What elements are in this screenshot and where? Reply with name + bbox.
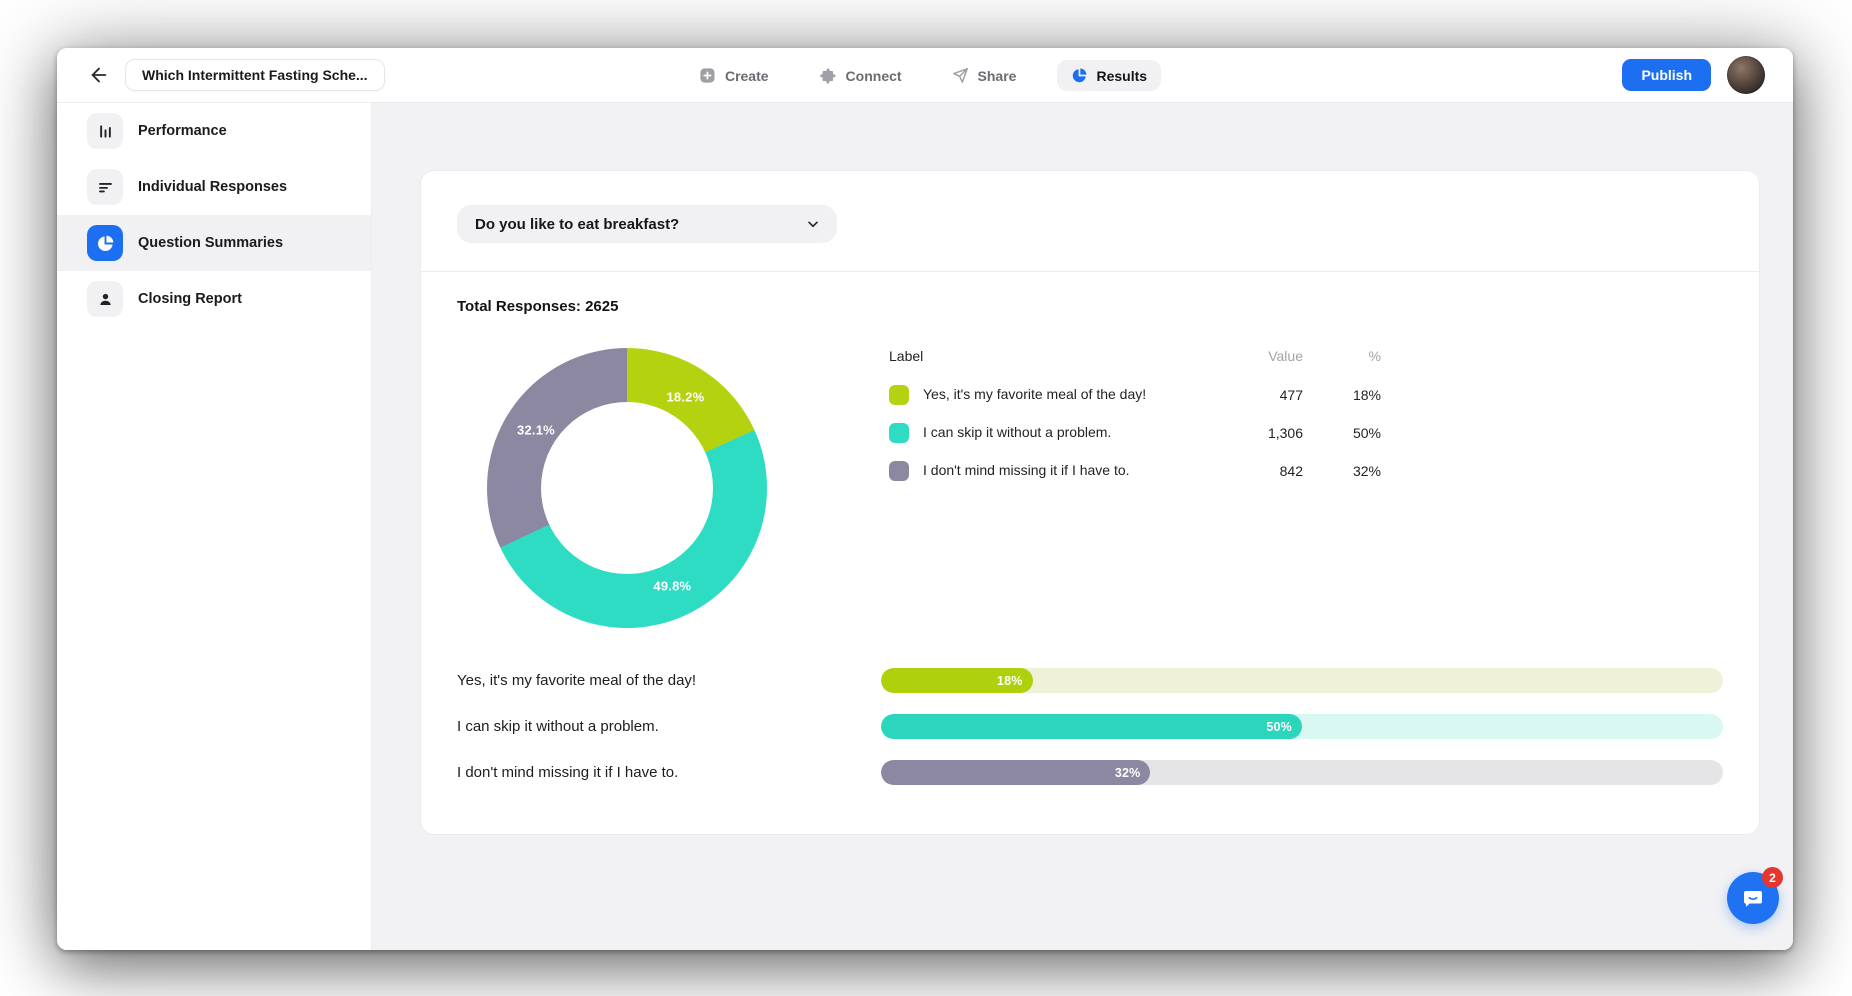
bar-row: I don't mind missing it if I have to. 32… [457, 760, 1723, 785]
notification-badge: 2 [1762, 867, 1783, 888]
legend-row: I can skip it without a problem. 1,306 5… [889, 414, 1381, 452]
chat-bubble-icon [1744, 890, 1762, 907]
main-area: Do you like to eat breakfast? Total Resp… [372, 103, 1793, 950]
tab-connect-label: Connect [845, 67, 902, 84]
legend-table: Label Value % Yes, it's my favorite meal… [889, 341, 1381, 628]
legend-pct: 18% [1352, 386, 1381, 403]
bar-category: Yes, it's my favorite meal of the day! [457, 672, 697, 689]
bar-category: I don't mind missing it if I have to. [457, 764, 679, 781]
sidebar-item-closing-report[interactable]: Closing Report [57, 271, 371, 327]
legend-pct: 32% [1352, 462, 1381, 479]
sidebar-item-label: Performance [138, 123, 227, 139]
tab-share-label: Share [977, 67, 1017, 84]
back-button[interactable] [85, 61, 113, 89]
bar-row: I can skip it without a problem. 50% [457, 714, 1723, 739]
legend-label: Yes, it's my favorite meal of the day! [923, 386, 1147, 403]
sidebar-item-individual-responses[interactable]: Individual Responses [57, 159, 371, 215]
legend-pct: 50% [1352, 424, 1381, 441]
bar-value-label: 50% [1266, 719, 1292, 734]
puzzle-icon [819, 67, 837, 85]
summary-card: Do you like to eat breakfast? Total Resp… [420, 170, 1760, 835]
sidebar-item-label: Individual Responses [138, 179, 288, 195]
chat-launcher-button[interactable]: 2 [1727, 867, 1783, 924]
donut-wrap: 18.2% 49.8% 32.1% [487, 348, 767, 628]
bar-track: 32% [881, 760, 1723, 785]
bar-category: I can skip it without a problem. [457, 718, 659, 735]
legend-label: I can skip it without a problem. [923, 424, 1112, 441]
question-select-value: Do you like to eat breakfast? [475, 215, 680, 233]
chart-row: 18.2% 49.8% 32.1% Label Value % Yes, it's … [457, 348, 1723, 628]
tab-create-label: Create [724, 67, 769, 84]
donut-slice-label: 49.8% [653, 578, 692, 594]
donut-slice-label: 32.1% [517, 422, 555, 438]
bar-chart-icon [87, 113, 123, 149]
sidebar-item-label: Closing Report [138, 291, 242, 307]
top-bar: Which Intermittent Fasting Sche... Creat… [57, 48, 1793, 103]
app-window: Which Intermittent Fasting Sche... Creat… [57, 48, 1793, 950]
list-lines-icon [87, 169, 123, 205]
legend-header-label: Label [889, 348, 924, 364]
paper-plane-icon [952, 67, 969, 84]
sidebar-item-label: Question Summaries [138, 235, 284, 251]
legend-swatch [889, 422, 909, 443]
bar-value-label: 18% [996, 673, 1023, 688]
tab-results[interactable]: Results [1056, 60, 1162, 91]
legend-value: 477 [1279, 386, 1303, 403]
person-icon [87, 281, 123, 317]
tab-share[interactable]: Share [942, 60, 1027, 91]
legend-swatch [889, 384, 909, 405]
chevron-down-icon [805, 216, 821, 232]
legend-header-pct: % [1368, 348, 1381, 365]
tab-connect[interactable]: Connect [809, 60, 912, 92]
body-row: Performance Individual Responses Questio… [57, 103, 1793, 950]
bar-fill: 32% [881, 760, 1151, 785]
bar-track: 18% [881, 668, 1723, 693]
legend-value: 842 [1279, 462, 1303, 479]
pie-chart-icon [87, 225, 123, 261]
divider [421, 271, 1759, 272]
bar-track: 50% [881, 714, 1723, 739]
donut-slice-label: 18.2% [666, 389, 705, 405]
legend-header: Label Value % [889, 341, 1381, 376]
legend-header-value: Value [1268, 348, 1303, 365]
bar-chart: Yes, it's my favorite meal of the day! 1… [457, 668, 1723, 785]
sidebar-item-performance[interactable]: Performance [57, 103, 371, 159]
sidebar-item-question-summaries[interactable]: Question Summaries [57, 215, 371, 271]
bar-value-label: 32% [1114, 765, 1141, 780]
legend-value: 1,306 [1267, 424, 1303, 441]
bar-fill: 50% [881, 714, 1302, 739]
top-bar-right: Publish [1622, 56, 1765, 94]
form-title[interactable]: Which Intermittent Fasting Sche... [125, 59, 385, 91]
avatar[interactable] [1727, 56, 1765, 94]
pie-chart-icon [1070, 67, 1087, 84]
legend-row: Yes, it's my favorite meal of the day! 4… [889, 376, 1381, 414]
arrow-left-icon [91, 67, 107, 83]
legend-row: I don't mind missing it if I have to. 84… [889, 452, 1381, 490]
bar-fill: 18% [881, 668, 1033, 693]
publish-button[interactable]: Publish [1622, 59, 1711, 91]
top-nav: Create Connect Share [689, 48, 1162, 103]
legend-swatch [889, 460, 909, 481]
tab-create[interactable]: Create [689, 60, 779, 91]
sidebar: Performance Individual Responses Questio… [57, 103, 372, 950]
question-select[interactable]: Do you like to eat breakfast? [457, 205, 837, 243]
bar-row: Yes, it's my favorite meal of the day! 1… [457, 668, 1723, 693]
donut-chart [487, 348, 767, 628]
tab-results-label: Results [1096, 67, 1148, 84]
plus-square-icon [699, 67, 716, 84]
total-responses: Total Responses: 2625 [457, 298, 619, 315]
legend-label: I don't mind missing it if I have to. [923, 462, 1130, 479]
